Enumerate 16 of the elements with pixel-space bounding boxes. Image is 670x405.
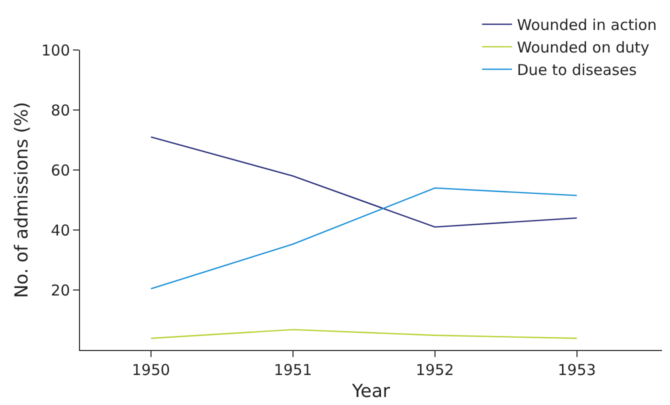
x-tick-label: 1953: [558, 361, 596, 379]
x-tick-label: 1951: [274, 361, 312, 379]
x-tick-label: 1950: [132, 361, 170, 379]
y-axis-title: No. of admissions (%): [12, 102, 33, 298]
y-tick-label: 60: [50, 161, 70, 180]
line-series: [150, 136, 578, 228]
y-tick-label: 80: [50, 101, 70, 120]
y-tick-label: 100: [41, 41, 70, 60]
legend-label: Wounded in action: [517, 16, 657, 34]
legend-label: Wounded on duty: [517, 38, 650, 57]
legend-label: Due to diseases: [517, 61, 637, 80]
y-tick-label: 40: [50, 221, 70, 240]
line-series: [150, 187, 578, 290]
x-axis-title: Year: [350, 381, 391, 402]
y-tick-label: 20: [50, 281, 70, 300]
x-tick-label: 1952: [416, 361, 454, 379]
